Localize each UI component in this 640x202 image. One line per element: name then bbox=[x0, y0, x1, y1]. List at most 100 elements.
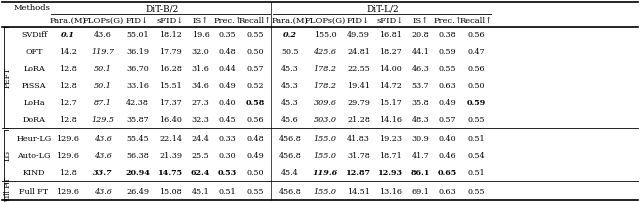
Text: 43.6: 43.6 bbox=[94, 152, 112, 160]
Text: SVDiff: SVDiff bbox=[21, 32, 47, 39]
Text: 53.7: 53.7 bbox=[412, 82, 429, 90]
Text: 0.56: 0.56 bbox=[467, 65, 485, 73]
Text: 48.3: 48.3 bbox=[412, 116, 429, 124]
Text: 0.2: 0.2 bbox=[283, 32, 297, 39]
Text: 155.0: 155.0 bbox=[314, 187, 337, 196]
Text: 14.75: 14.75 bbox=[158, 169, 183, 177]
Text: 16.28: 16.28 bbox=[159, 65, 182, 73]
Text: 49.59: 49.59 bbox=[347, 32, 370, 39]
Text: 15.08: 15.08 bbox=[159, 187, 182, 196]
Text: 50.1: 50.1 bbox=[94, 65, 112, 73]
Text: 27.3: 27.3 bbox=[191, 99, 209, 107]
Text: 26.49: 26.49 bbox=[126, 187, 149, 196]
Text: 129.6: 129.6 bbox=[56, 135, 79, 143]
Text: 32.3: 32.3 bbox=[191, 116, 209, 124]
Text: 0.53: 0.53 bbox=[218, 169, 237, 177]
Text: 18.27: 18.27 bbox=[379, 48, 402, 56]
Text: 0.48: 0.48 bbox=[246, 135, 264, 143]
Text: 24.81: 24.81 bbox=[347, 48, 370, 56]
Text: 41.7: 41.7 bbox=[412, 152, 429, 160]
Text: 44.1: 44.1 bbox=[412, 48, 429, 56]
Text: 0.51: 0.51 bbox=[219, 187, 236, 196]
Text: Heur-LG: Heur-LG bbox=[17, 135, 52, 143]
Text: 178.2: 178.2 bbox=[314, 65, 337, 73]
Text: 0.40: 0.40 bbox=[438, 135, 456, 143]
Text: 29.79: 29.79 bbox=[347, 99, 370, 107]
Text: 0.46: 0.46 bbox=[438, 152, 456, 160]
Text: 32.0: 32.0 bbox=[191, 48, 209, 56]
Text: 425.6: 425.6 bbox=[314, 48, 337, 56]
Text: 56.38: 56.38 bbox=[126, 152, 149, 160]
Text: 0.56: 0.56 bbox=[246, 116, 264, 124]
Text: Prec.↑: Prec.↑ bbox=[433, 17, 462, 25]
Text: 309.6: 309.6 bbox=[314, 99, 337, 107]
Text: 16.81: 16.81 bbox=[379, 32, 402, 39]
Text: 0.55: 0.55 bbox=[467, 116, 484, 124]
Text: 15.51: 15.51 bbox=[159, 82, 182, 90]
Text: 0.56: 0.56 bbox=[467, 32, 485, 39]
Text: 15.17: 15.17 bbox=[379, 99, 402, 107]
Text: 19.41: 19.41 bbox=[347, 82, 370, 90]
Text: 0.38: 0.38 bbox=[438, 32, 456, 39]
Text: 0.59: 0.59 bbox=[438, 48, 456, 56]
Text: Full FT: Full FT bbox=[19, 187, 49, 196]
Text: 0.49: 0.49 bbox=[219, 82, 236, 90]
Text: 45.1: 45.1 bbox=[191, 187, 209, 196]
Text: Recall↑: Recall↑ bbox=[460, 17, 493, 25]
Text: 34.6: 34.6 bbox=[191, 82, 209, 90]
Text: FID↓: FID↓ bbox=[347, 17, 370, 25]
Text: IS↑: IS↑ bbox=[193, 17, 209, 25]
Text: 0.50: 0.50 bbox=[467, 82, 484, 90]
Text: 22.14: 22.14 bbox=[159, 135, 182, 143]
Text: 35.87: 35.87 bbox=[126, 116, 149, 124]
Text: 41.83: 41.83 bbox=[347, 135, 370, 143]
Text: 86.1: 86.1 bbox=[411, 169, 430, 177]
Text: 50.1: 50.1 bbox=[94, 82, 112, 90]
Text: 17.37: 17.37 bbox=[159, 99, 182, 107]
Text: 24.4: 24.4 bbox=[191, 135, 209, 143]
Text: 0.47: 0.47 bbox=[467, 48, 485, 56]
Text: 155.0: 155.0 bbox=[314, 32, 336, 39]
Text: 31.6: 31.6 bbox=[191, 65, 209, 73]
Text: 33.16: 33.16 bbox=[126, 82, 149, 90]
Text: 0.50: 0.50 bbox=[247, 169, 264, 177]
Text: 0.44: 0.44 bbox=[219, 65, 236, 73]
Text: FLOPs(G): FLOPs(G) bbox=[83, 17, 124, 25]
Text: 13.16: 13.16 bbox=[379, 187, 402, 196]
Text: sFID↓: sFID↓ bbox=[157, 17, 184, 25]
Text: 14.51: 14.51 bbox=[347, 187, 370, 196]
Text: 55.45: 55.45 bbox=[126, 135, 149, 143]
Text: 12.8: 12.8 bbox=[59, 65, 77, 73]
Text: FID↓: FID↓ bbox=[126, 17, 149, 25]
Text: 45.4: 45.4 bbox=[281, 169, 299, 177]
Text: 42.38: 42.38 bbox=[126, 99, 149, 107]
Text: 0.48: 0.48 bbox=[219, 48, 236, 56]
Text: 20.94: 20.94 bbox=[125, 169, 150, 177]
Text: 25.5: 25.5 bbox=[192, 152, 209, 160]
Text: 14.72: 14.72 bbox=[379, 82, 402, 90]
Text: 155.0: 155.0 bbox=[314, 152, 337, 160]
Text: 155.0: 155.0 bbox=[314, 135, 337, 143]
Text: 36.19: 36.19 bbox=[126, 48, 149, 56]
Text: 17.79: 17.79 bbox=[159, 48, 182, 56]
Text: 14.2: 14.2 bbox=[59, 48, 77, 56]
Text: sFID↓: sFID↓ bbox=[377, 17, 404, 25]
Text: KIND: KIND bbox=[23, 169, 45, 177]
Text: 178.2: 178.2 bbox=[314, 82, 337, 90]
Text: 45.3: 45.3 bbox=[281, 82, 299, 90]
Text: Full FT: Full FT bbox=[4, 178, 12, 202]
Text: PiSSA: PiSSA bbox=[22, 82, 46, 90]
Text: 19.6: 19.6 bbox=[191, 32, 209, 39]
Text: 21.28: 21.28 bbox=[347, 116, 370, 124]
Text: 0.55: 0.55 bbox=[467, 187, 484, 196]
Text: 22.55: 22.55 bbox=[347, 65, 370, 73]
Text: 456.8: 456.8 bbox=[278, 152, 301, 160]
Text: 0.55: 0.55 bbox=[247, 32, 264, 39]
Text: 129.6: 129.6 bbox=[56, 152, 79, 160]
Text: 0.59: 0.59 bbox=[467, 99, 486, 107]
Text: 18.71: 18.71 bbox=[379, 152, 402, 160]
Text: PEFT: PEFT bbox=[4, 67, 12, 88]
Text: 12.8: 12.8 bbox=[59, 169, 77, 177]
Text: 14.16: 14.16 bbox=[379, 116, 402, 124]
Text: 50.5: 50.5 bbox=[281, 48, 299, 56]
